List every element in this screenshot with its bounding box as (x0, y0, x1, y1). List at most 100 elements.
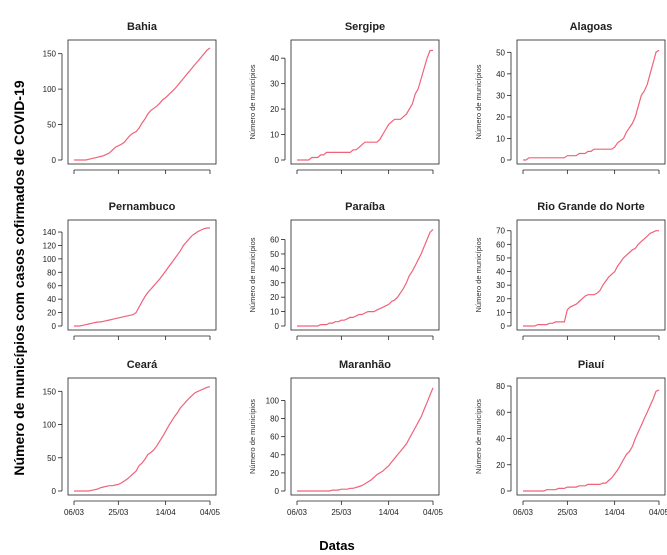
y-tick-label: 0 (275, 487, 280, 496)
panel-para-ba: Paraíba 0 10 20 30 40 50 60 Número de municípios (248, 201, 440, 340)
y-tick-label: 60 (270, 433, 279, 442)
y-tick-label: 50 (496, 48, 505, 57)
panel-piau-: Piauí 0 20 40 60 80 Número de municípios 06/03 2… (474, 359, 667, 517)
y-tick-label: 0 (501, 156, 506, 165)
panel-bahia: Bahia 0 50 100 150 (43, 21, 217, 174)
y-tick-label: 0 (501, 322, 506, 331)
y-tick-label: 120 (43, 241, 57, 250)
y-tick-label: 30 (496, 281, 505, 290)
series-line (297, 49, 433, 161)
y-tick-label: 0 (275, 322, 280, 331)
panel-y-axis-label: Número de municípios (248, 237, 257, 312)
panel-y-axis-label: Número de municípios (474, 64, 483, 139)
x-tick-label: 06/03 (513, 508, 534, 517)
x-tick-label: 14/04 (156, 508, 177, 517)
x-tick-label: 04/05 (423, 508, 444, 517)
panel-title: Ceará (127, 359, 158, 371)
plot-frame (67, 219, 217, 331)
y-tick-label: 40 (47, 295, 56, 304)
y-tick-label: 20 (496, 113, 505, 122)
y-tick-label: 150 (43, 387, 57, 396)
series-line (74, 227, 210, 327)
panel-title: Piauí (578, 359, 605, 371)
y-tick-label: 60 (496, 240, 505, 249)
plot-frame (516, 219, 666, 331)
panel-cear-: Ceará 0 50 100 150 06/03 25/03 14/04 04/05 (43, 359, 221, 517)
y-tick-label: 50 (270, 250, 279, 259)
y-tick-label: 40 (270, 264, 279, 273)
y-tick-label: 50 (47, 454, 56, 463)
y-tick-label: 40 (496, 435, 505, 444)
y-tick-label: 20 (496, 295, 505, 304)
y-tick-label: 70 (496, 227, 505, 236)
y-tick-label: 30 (496, 91, 505, 100)
panel-rio-grande-do-norte: Rio Grande do Norte 0 10 20 30 40 50 60 70 Número… (474, 201, 666, 340)
series-line (523, 230, 659, 327)
x-tick-label: 25/03 (557, 508, 578, 517)
y-tick-label: 30 (270, 279, 279, 288)
y-tick-label: 20 (270, 469, 279, 478)
y-tick-label: 10 (496, 134, 505, 143)
x-tick-label: 25/03 (331, 508, 352, 517)
y-tick-label: 10 (496, 308, 505, 317)
y-tick-label: 80 (496, 382, 505, 391)
y-tick-label: 0 (52, 322, 57, 331)
y-tick-label: 100 (266, 396, 280, 405)
y-tick-label: 60 (47, 282, 56, 291)
panel-title: Rio Grande do Norte (537, 201, 645, 213)
plot-frame (290, 377, 440, 496)
x-tick-label: 06/03 (287, 508, 308, 517)
y-tick-label: 100 (43, 85, 57, 94)
y-tick-label: 50 (496, 254, 505, 263)
plot-frame (290, 39, 440, 165)
y-tick-label: 60 (496, 408, 505, 417)
panel-title: Paraíba (345, 201, 386, 213)
y-tick-label: 150 (43, 50, 57, 59)
y-tick-label: 100 (43, 255, 57, 264)
plot-frame (516, 39, 666, 165)
y-tick-label: 0 (52, 156, 57, 165)
x-tick-label: 14/04 (379, 508, 400, 517)
panel-y-axis-label: Número de municípios (474, 399, 483, 474)
figure-x-axis-label: Datas (319, 538, 354, 553)
x-tick-label: 25/03 (108, 508, 129, 517)
plot-frame (516, 377, 666, 496)
y-tick-label: 40 (496, 268, 505, 277)
panel-y-axis-label: Número de municípios (248, 64, 257, 139)
y-tick-label: 140 (43, 228, 57, 237)
y-tick-label: 0 (275, 156, 280, 165)
y-tick-label: 40 (270, 54, 279, 63)
figure-y-axis-label: Número de municípios com casos cofirmado… (11, 80, 27, 475)
plot-frame (67, 39, 217, 165)
panel-title: Alagoas (570, 21, 613, 33)
x-tick-label: 14/04 (605, 508, 626, 517)
y-tick-label: 20 (270, 105, 279, 114)
panel-title: Pernambuco (109, 201, 176, 213)
panel-y-axis-label: Número de municípios (474, 237, 483, 312)
panel-title: Maranhão (339, 359, 391, 371)
y-tick-label: 60 (270, 236, 279, 245)
plot-frame (290, 219, 440, 331)
series-line (74, 47, 211, 161)
y-tick-label: 20 (47, 309, 56, 318)
x-tick-label: 04/05 (649, 508, 667, 517)
x-tick-label: 04/05 (200, 508, 221, 517)
y-tick-label: 80 (270, 415, 279, 424)
y-tick-label: 20 (496, 461, 505, 470)
y-tick-label: 80 (47, 268, 56, 277)
panel-title: Sergipe (345, 21, 385, 33)
y-tick-label: 40 (496, 70, 505, 79)
panel-sergipe: Sergipe 0 10 20 30 40 Número de municípios (248, 21, 440, 174)
panel-title: Bahia (127, 21, 158, 33)
panel-alagoas: Alagoas 0 10 20 30 40 50 Número de municípios (474, 21, 666, 174)
series-line (523, 49, 660, 161)
y-tick-label: 0 (501, 487, 506, 496)
y-tick-label: 10 (270, 131, 279, 140)
panel-maranh-o: Maranhão 0 20 40 60 80 100 Número de municípios… (248, 359, 444, 517)
series-line (523, 389, 660, 492)
series-line (297, 387, 434, 492)
y-tick-label: 100 (43, 421, 57, 430)
panel-pernambuco: Pernambuco 0 20 40 60 80 100 120 140 (43, 201, 217, 340)
